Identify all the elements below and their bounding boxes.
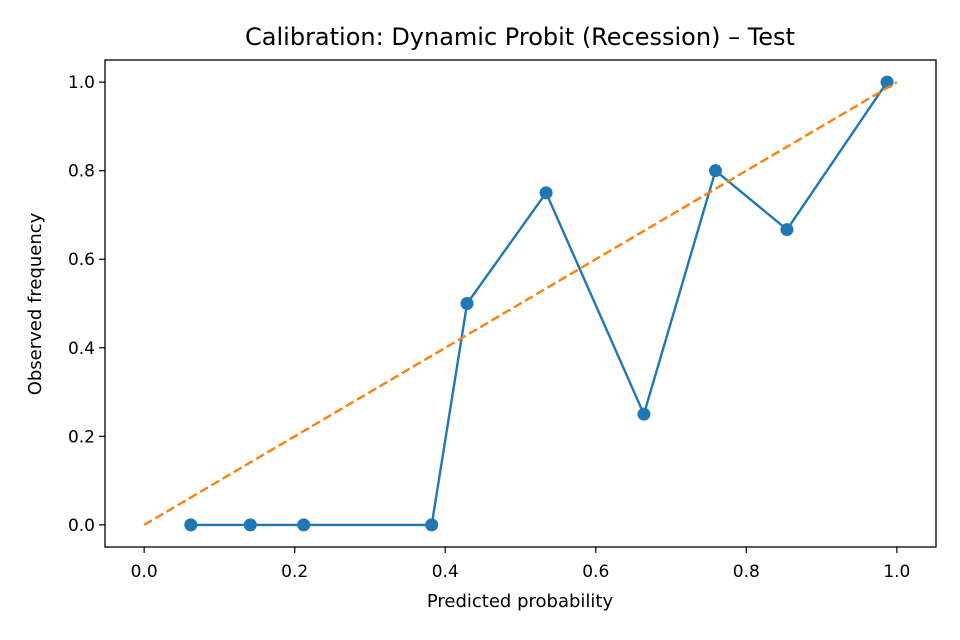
y-tick-label: 0.2 [68,427,95,447]
x-tick-label: 0.6 [582,562,609,582]
series-0-point [539,186,553,200]
series-0-point [243,518,257,532]
x-tick-label: 0.0 [131,562,158,582]
chart-title: Calibration: Dynamic Probit (Recession) … [245,23,795,51]
x-tick-label: 0.2 [281,562,308,582]
series-0-point [297,518,311,532]
series-0-point [184,518,198,532]
x-axis: 0.0 0.2 0.4 0.6 0.8 1.0 [131,547,910,582]
y-tick-label: 0.4 [68,339,95,359]
x-tick-label: 1.0 [883,562,910,582]
series-layer [143,75,898,532]
y-tick-label: 0.0 [68,516,95,536]
x-tick-label: 0.4 [432,562,459,582]
y-axis-label: Observed frequency [25,212,46,395]
plot-frame [104,59,937,548]
series-0-point [460,297,474,310]
series-1-line [143,81,898,526]
y-axis: 0.0 0.2 0.4 0.6 0.8 1.0 [68,73,105,536]
series-0-point [425,518,439,532]
series-0-point [637,407,651,421]
series-0-point [780,223,794,237]
x-axis-label: Predicted probability [427,591,614,612]
y-tick-label: 0.6 [68,250,95,270]
series-0-point [708,164,722,178]
y-tick-label: 1.0 [68,73,95,93]
y-tick-label: 0.8 [68,162,95,182]
x-tick-label: 0.8 [733,562,760,582]
series-0-line [190,81,889,527]
